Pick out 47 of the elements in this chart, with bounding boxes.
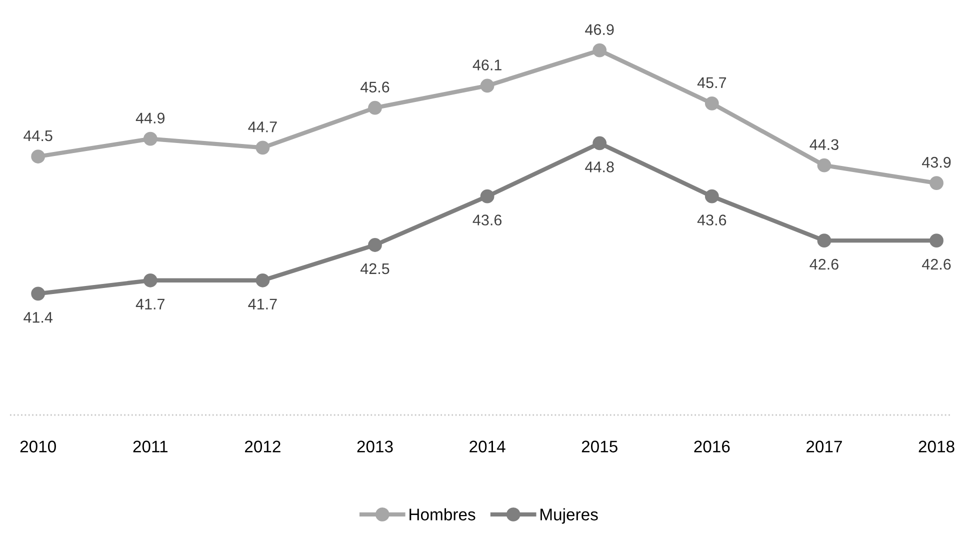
data-label: 42.6 [810,258,838,270]
point [592,43,607,58]
x-tick-label: 2012 [244,440,280,452]
x-tick-label: 2017 [806,440,842,452]
point [256,140,270,155]
data-label: 41.7 [248,298,277,310]
point [368,238,382,252]
data-label: 44.7 [248,122,277,132]
data-label: 43.6 [697,214,726,226]
data-label: 41.4 [24,312,52,323]
data-label: 43.9 [922,156,951,168]
data-label: 46.1 [472,60,502,70]
data-label: 44.8 [585,162,614,172]
point [817,158,832,172]
data-label: 46.9 [585,24,614,35]
legend-label: Mujeres [540,508,598,524]
point [930,176,944,190]
point [704,189,719,204]
data-label: 42.5 [360,263,390,274]
data-label: 41.7 [136,298,164,310]
x-tick-label: 2010 [20,440,56,452]
point [143,273,158,288]
point [480,78,494,93]
x-tick-label: 2018 [918,440,954,452]
data-label: 45.7 [697,77,726,88]
data-label: 44.9 [136,112,165,124]
point [480,189,494,204]
point [817,234,832,248]
point [368,100,382,115]
data-label: 45.6 [360,82,390,93]
point [31,150,46,164]
data-label: 44.5 [24,130,52,142]
x-tick-label: 2011 [133,440,168,452]
point [930,234,944,248]
x-tick-label: 2016 [694,440,730,452]
data-label: 42.6 [922,258,951,270]
point [592,136,607,150]
x-tick-label: 2014 [470,440,506,452]
x-tick-label: 2013 [357,440,393,452]
point [704,96,719,110]
point [143,132,158,146]
data-label: 44.3 [810,139,838,150]
x-tick-label: 2015 [582,440,618,452]
point [31,286,46,301]
legend-label: Hombres [410,508,476,520]
point [256,273,270,288]
data-label: 43.6 [472,214,502,226]
